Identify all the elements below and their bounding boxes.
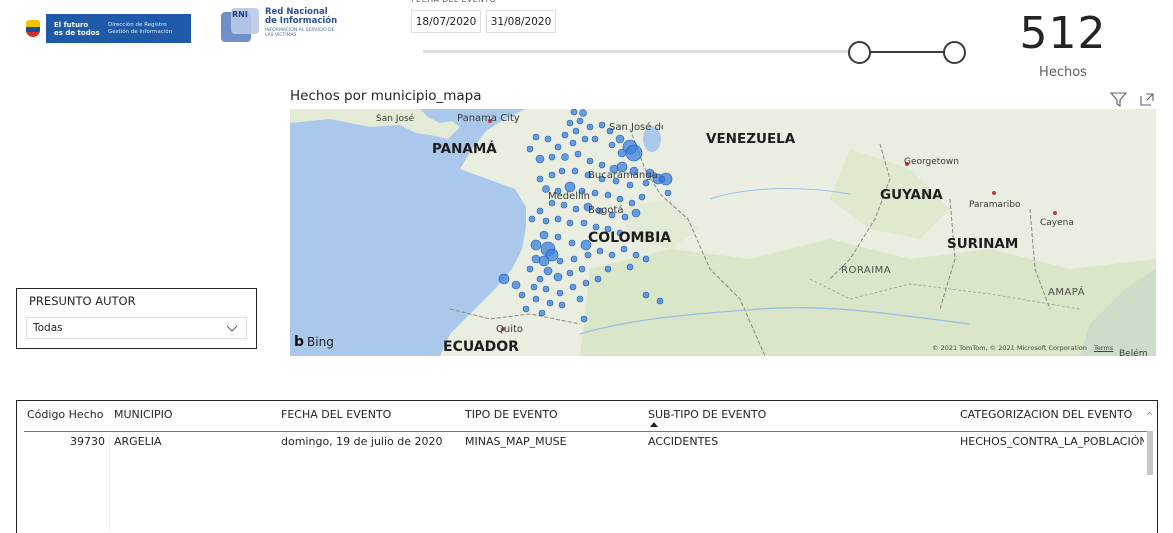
map-label-cayena: Cayena [1040,218,1074,228]
column-header-codigo[interactable]: Código Hecho [27,408,104,421]
column-header-subtipo[interactable]: SUB-TIPO DE EVENTO [648,408,767,421]
map-label-belem: Belém [1119,349,1148,356]
map-copyright: © 2021 TomTom, © 2021 Microsoft Corporat… [932,344,1113,352]
rni-name-line2: de Información [265,16,338,26]
gov-slogan-line2: es de todos [54,28,100,37]
cell-subtipo: ACCIDENTES [648,435,719,448]
map-label-colombia: COLOMBIA [588,230,672,246]
header-divider [24,431,1148,432]
map-label-panama-city: Panama City [457,113,520,124]
gov-logo: El futuro es de todos Dirección de Regis… [20,14,191,43]
map-label-panama: PANAMÁ [432,141,497,157]
focus-mode-icon[interactable] [1139,92,1155,107]
map-label-amapa: AMAPÁ [1048,287,1086,298]
map-terms-link[interactable]: Terms [1093,344,1114,352]
date-slider-range [860,51,955,53]
map-label-surinam: SURINAM [947,236,1019,252]
events-table: Código Hecho MUNICIPIO FECHA DEL EVENTO … [16,400,1158,533]
column-divider [109,432,110,532]
map-label-paramaribo: Paramaribo [969,200,1021,210]
scroll-up-icon[interactable]: ^ [1146,411,1153,420]
bing-label: Bing [307,335,334,349]
rni-tagline: INFORMACIÓN AL SERVICIO DE LAS VÍCTIMAS [265,28,335,38]
map-copyright-text: © 2021 TomTom, © 2021 Microsoft Corporat… [932,344,1087,352]
map-label-cucuta: San José de Cúcuta [609,122,663,133]
coat-of-arms-icon [20,14,46,43]
map-label-san-jose: San José [376,114,415,124]
column-header-categorizacion[interactable]: CATEGORIZACION DEL EVENTO [960,408,1133,421]
sort-ascending-icon [650,422,658,427]
map-label-venezuela: VENEZUELA [706,131,796,147]
map-label-bucaramanga: Bucaramanga [588,170,658,181]
map-label-medellin: Medellín [548,191,590,202]
bing-logo-icon: b [294,334,305,350]
bing-attribution[interactable]: b Bing [294,334,334,350]
map-title: Hechos por municipio_mapa [290,88,482,104]
rni-mark-icon: RNI [221,8,261,46]
gov-dept-line1: Dirección de Registro [108,21,167,28]
map-label-guyana: GUYANA [880,187,943,203]
rni-mark-text: RNI [232,10,248,19]
date-filter-label: FECHA DEL EVENTO [411,0,496,4]
map-label-roraima: RORAIMA [841,265,892,276]
slicer-selected-value: Todas [33,322,63,334]
column-header-tipo[interactable]: TIPO DE EVENTO [465,408,558,421]
rni-name-line1: Red Nacional [265,7,328,17]
date-slider-start-handle[interactable] [848,41,871,64]
map-label-quito: Quito [496,324,524,335]
column-header-municipio[interactable]: MUNICIPIO [114,408,173,421]
presunto-autor-dropdown[interactable]: Todas [26,317,247,339]
map-label-georgetown: Georgetown [904,157,959,167]
gov-dept-line2: Gestión de Información [108,28,173,35]
cell-tipo: MINAS_MAP_MUSE [465,435,567,448]
filter-icon[interactable] [1110,92,1127,107]
kpi-value: 512 [1019,8,1107,59]
date-start-input[interactable]: 18/07/2020 [411,10,481,33]
presunto-autor-slicer: PRESUNTO AUTOR Todas [16,288,257,349]
gov-slogan-line1: El futuro [54,20,89,29]
map-label-ecuador: ECUADOR [443,339,519,355]
map-visual[interactable]: San José Panama City San José de Cúcuta … [290,109,1156,356]
date-end-input[interactable]: 31/08/2020 [486,10,556,33]
cell-municipio: ARGELIA [114,435,162,448]
chevron-down-icon [226,325,238,332]
table-scrollbar[interactable] [1147,431,1153,475]
cell-categorizacion: HECHOS_CONTRA_LA_POBLACIÓN [960,435,1144,448]
date-slider-track[interactable] [423,50,855,53]
cell-codigo: 39730 [70,435,105,448]
cell-fecha: domingo, 19 de julio de 2020 [281,435,443,448]
column-header-fecha[interactable]: FECHA DEL EVENTO [281,408,392,421]
map-canvas [290,109,1156,356]
kpi-label: Hechos [1039,65,1087,80]
map-label-bogota: Bogotá [588,205,624,216]
rni-logo: RNI Red Nacional de Información INFORMAC… [221,8,341,46]
date-slider-end-handle[interactable] [943,41,966,64]
slicer-title: PRESUNTO AUTOR [29,294,136,308]
